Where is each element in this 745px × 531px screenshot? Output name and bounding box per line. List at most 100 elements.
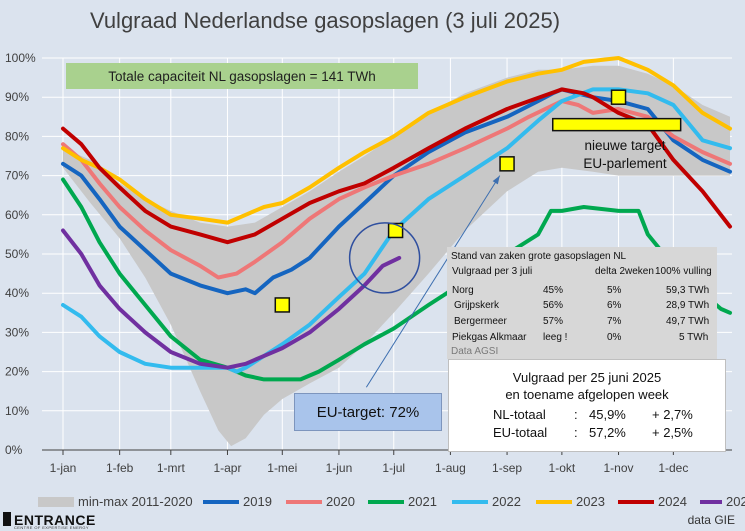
x-tick-label: 1-jun — [326, 461, 353, 475]
x-tick-label: 1-dec — [658, 461, 688, 475]
series-line-2023 — [61, 56, 732, 225]
series-line-2024 — [61, 87, 732, 245]
x-tick-label: 1-apr — [213, 461, 241, 475]
storage-table-source: Data AGSI — [451, 346, 499, 357]
storage-name: Bergermeer — [454, 316, 507, 327]
table-row: Bergermeer 57% 7% 49,7 TWh — [447, 316, 717, 330]
summary-row: EU-totaal : 57,2% + 2,5% — [449, 425, 725, 441]
storage-pct: 56% — [543, 300, 564, 311]
summary-label: EU-totaal — [493, 425, 548, 440]
eu-target-arrowhead — [492, 175, 500, 185]
y-tick-label: 40% — [5, 286, 29, 300]
annotations — [274, 89, 682, 388]
legend-label: 2023 — [576, 494, 605, 509]
series-lines — [61, 56, 732, 382]
storage-capacity: 59,3 TWh — [666, 285, 710, 296]
axes: 0% 10% 20% 30% 40% 50% 60% 70% 80% 90% 100% 1-jan 1-… — [5, 51, 732, 475]
y-tick-label: 10% — [5, 404, 29, 418]
storage-delta: 5% — [607, 285, 622, 296]
target-marker — [499, 156, 515, 172]
storage-name: Grijpskerk — [454, 300, 500, 311]
table-row: Norg 45% 5% 59,3 TWh — [447, 285, 717, 299]
series-line-2022 — [61, 87, 732, 374]
y-tick-label: 90% — [5, 90, 29, 104]
target-marker — [387, 222, 404, 239]
storage-name: Piekgas Alkmaar — [452, 332, 527, 343]
legend-swatch — [286, 500, 322, 504]
storage-capacity: 28,9 TWh — [666, 300, 710, 311]
summary-delta: + 2,7% — [652, 407, 693, 422]
chart-title: Vulgraad Nederlandse gasopslagen (3 juli… — [89, 8, 561, 33]
summary-value: 57,2% — [589, 425, 626, 440]
y-tick-label: 70% — [5, 169, 29, 183]
legend-swatch — [536, 500, 572, 504]
series-line-2020 — [61, 99, 732, 280]
summary-line1: Vulgraad per 25 juni 2025 — [512, 370, 662, 385]
storage-delta: 7% — [607, 316, 622, 327]
legend-label: 2019 — [243, 494, 272, 509]
storage-capacity: 49,7 TWh — [666, 316, 710, 327]
x-tick-label: 1-jan — [50, 461, 77, 475]
x-tick-label: 1-okt — [549, 461, 576, 475]
legend-label: 2025 — [726, 494, 745, 509]
storage-pct: 45% — [543, 285, 564, 296]
legend-swatch — [203, 500, 239, 504]
highlight-circle — [348, 222, 421, 294]
storage-delta: 6% — [607, 300, 622, 311]
source-note: data GIE — [687, 513, 735, 527]
y-tick-label: 30% — [5, 325, 29, 339]
summary-line2: en toename afgelopen week — [505, 387, 669, 402]
header-delta: delta 2weken — [595, 266, 654, 277]
capacity-note: Totale capaciteit NL gasopslagen = 141 T… — [66, 63, 418, 89]
series-line-2019 — [61, 87, 732, 296]
header-vulgraad: Vulgraad per 3 juli — [452, 266, 533, 277]
storage-delta: 0% — [607, 332, 622, 343]
x-tick-label: 1-mrt — [157, 461, 186, 475]
x-tick-label: 1-sep — [492, 461, 522, 475]
table-row: Piekgas Alkmaar leeg ! 0% 5 TWh — [447, 332, 717, 346]
y-tick-label: 60% — [5, 208, 29, 222]
x-tick-label: 1-aug — [435, 461, 466, 475]
legend-swatch — [38, 497, 74, 507]
storage-table-header: Vulgraad per 3 juli delta 2weken 100% vu… — [447, 266, 717, 280]
legend-label: min-max 2011-2020 — [78, 494, 193, 509]
legend-swatch — [700, 500, 722, 504]
new-target-bar — [551, 117, 682, 132]
target-note: nieuwe target EU-parlement — [560, 137, 690, 173]
legend-label: 2021 — [408, 494, 437, 509]
summary-label: NL-totaal — [493, 407, 546, 422]
series-line-2021 — [61, 177, 732, 382]
y-tick-label: 0% — [5, 443, 23, 457]
x-tick-label: 1-nov — [604, 461, 634, 475]
legend-label: 2024 — [658, 494, 687, 509]
storage-capacity: 5 TWh — [679, 332, 709, 343]
legend-swatch — [452, 500, 488, 504]
summary-sep: : — [574, 407, 578, 422]
legend-swatch — [618, 500, 654, 504]
summary-sep: : — [574, 425, 578, 440]
y-tick-label: 100% — [5, 51, 36, 65]
summary-delta: + 2,5% — [652, 425, 693, 440]
brand-logo-icon — [3, 512, 11, 526]
x-tick-label: 1-mei — [267, 461, 297, 475]
eu-target-arrow — [365, 175, 501, 388]
y-tick-label: 50% — [5, 247, 29, 261]
legend-label: 2022 — [492, 494, 521, 509]
summary-row: NL-totaal : 45,9% + 2,7% — [449, 407, 725, 423]
storage-table: Stand van zaken grote gasopslagen NL Vul… — [447, 247, 717, 359]
x-tick-label: 1-feb — [106, 461, 134, 475]
brand-tagline: CENTRE OF EXPERTISE ENERGY — [14, 525, 90, 530]
x-tick-label: 1-jul — [382, 461, 405, 475]
target-marker — [274, 297, 291, 313]
storage-pct: leeg ! — [543, 332, 568, 343]
target-note-line1: nieuwe target — [584, 138, 666, 153]
storage-name: Norg — [452, 285, 474, 296]
table-row: Grijpskerk 56% 6% 28,9 TWh — [447, 300, 717, 314]
y-tick-label: 80% — [5, 129, 29, 143]
series-line-2025 — [61, 228, 402, 370]
target-marker — [610, 89, 627, 105]
eu-target-label: EU-target: 72% — [294, 393, 442, 431]
summary-box: Vulgraad per 25 juni 2025 en toename afg… — [448, 359, 726, 452]
brand-name: ENTRANCE — [14, 512, 96, 528]
storage-pct: 57% — [543, 316, 564, 327]
